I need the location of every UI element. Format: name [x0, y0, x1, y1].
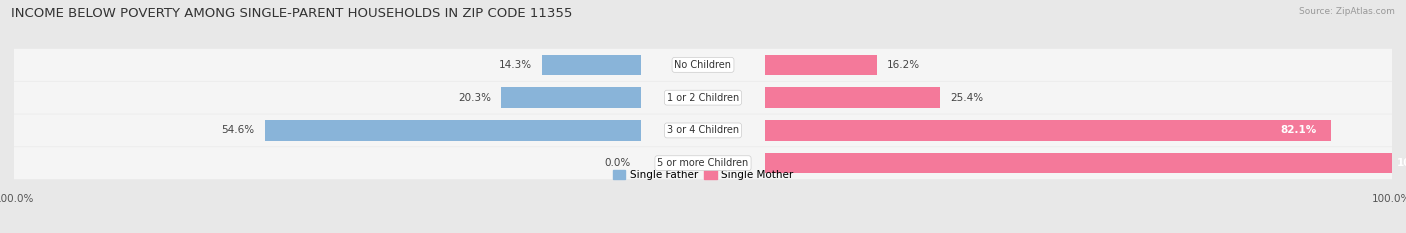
FancyBboxPatch shape	[0, 114, 1406, 147]
Bar	[264, 120, 641, 140]
Bar	[765, 153, 1406, 173]
Text: Source: ZipAtlas.com: Source: ZipAtlas.com	[1299, 7, 1395, 16]
Bar	[765, 88, 941, 108]
Text: 54.6%: 54.6%	[221, 125, 254, 135]
Text: 82.1%: 82.1%	[1281, 125, 1317, 135]
Legend: Single Father, Single Mother: Single Father, Single Mother	[609, 166, 797, 184]
Text: 20.3%: 20.3%	[458, 93, 491, 103]
Text: 0.0%: 0.0%	[605, 158, 631, 168]
Bar	[765, 120, 1330, 140]
Text: 100.0%: 100.0%	[1396, 158, 1406, 168]
Text: 25.4%: 25.4%	[950, 93, 983, 103]
Bar	[765, 55, 876, 75]
Text: 3 or 4 Children: 3 or 4 Children	[666, 125, 740, 135]
FancyBboxPatch shape	[0, 82, 1406, 114]
Text: No Children: No Children	[675, 60, 731, 70]
Text: 5 or more Children: 5 or more Children	[658, 158, 748, 168]
Text: 14.3%: 14.3%	[499, 60, 531, 70]
Text: 1 or 2 Children: 1 or 2 Children	[666, 93, 740, 103]
Bar	[501, 88, 641, 108]
Bar	[543, 55, 641, 75]
FancyBboxPatch shape	[0, 49, 1406, 81]
FancyBboxPatch shape	[0, 147, 1406, 179]
Text: INCOME BELOW POVERTY AMONG SINGLE-PARENT HOUSEHOLDS IN ZIP CODE 11355: INCOME BELOW POVERTY AMONG SINGLE-PARENT…	[11, 7, 572, 20]
Text: 16.2%: 16.2%	[887, 60, 920, 70]
